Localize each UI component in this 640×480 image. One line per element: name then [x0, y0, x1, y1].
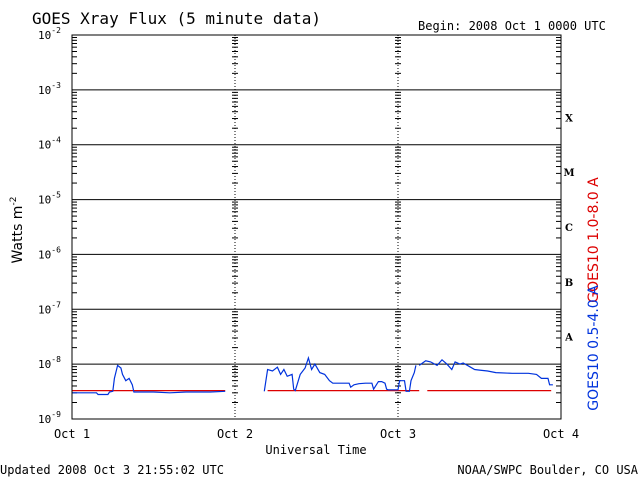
plot-frame [71, 34, 562, 420]
x-tick-labels: Oct 1 Oct 2 Oct 3 Oct 4 [54, 427, 579, 441]
y-tick-label: 10-7 [38, 300, 61, 316]
y-tick-label: 10-5 [38, 191, 61, 207]
x-tick-label: Oct 4 [543, 427, 579, 441]
x-tick-label: Oct 3 [380, 427, 416, 441]
chart-title: GOES Xray Flux (5 minute data) [32, 9, 321, 28]
series-layer [72, 355, 553, 396]
legend-series-long: GOES10 1.0-8.0 A [586, 177, 602, 303]
flare-class-label: M [563, 168, 574, 179]
credit-label: NOAA/SWPC Boulder, CO USA [457, 463, 638, 477]
y-tick-label: 10-6 [38, 245, 61, 261]
begin-label: Begin: 2008 Oct 1 0000 UTC [418, 19, 606, 33]
y-tick-label: 10-4 [38, 136, 61, 152]
y-tick-labels: 10-2 10-3 10-4 10-5 10-6 10-7 10-8 10-9 [38, 26, 61, 426]
flare-class-labels: X M C B A [563, 113, 574, 343]
y-tick-label: 10-9 [38, 410, 61, 426]
x-tick-label: Oct 2 [217, 427, 253, 441]
flare-class-label: A [564, 333, 573, 344]
y-axis-label: Watts m-2 [9, 197, 26, 264]
grid [72, 34, 561, 420]
flare-class-label: C [565, 223, 573, 234]
flare-class-label: X [565, 113, 573, 124]
series-1-segment-1 [263, 355, 417, 392]
y-tick-label: 10-3 [38, 81, 61, 97]
legend-series-short: GOES10 0.5-4.0 A [586, 285, 602, 411]
updated-timestamp: Updated 2008 Oct 3 21:55:02 UTC [0, 463, 224, 477]
series-1-segment-0 [72, 364, 226, 396]
y-tick-label: 10-8 [38, 355, 61, 371]
x-axis-label: Universal Time [265, 443, 366, 457]
y-tick-label: 10-2 [38, 26, 61, 42]
flare-class-label: B [565, 278, 573, 289]
series-1-segment-2 [418, 358, 553, 386]
x-tick-label: Oct 1 [54, 427, 90, 441]
